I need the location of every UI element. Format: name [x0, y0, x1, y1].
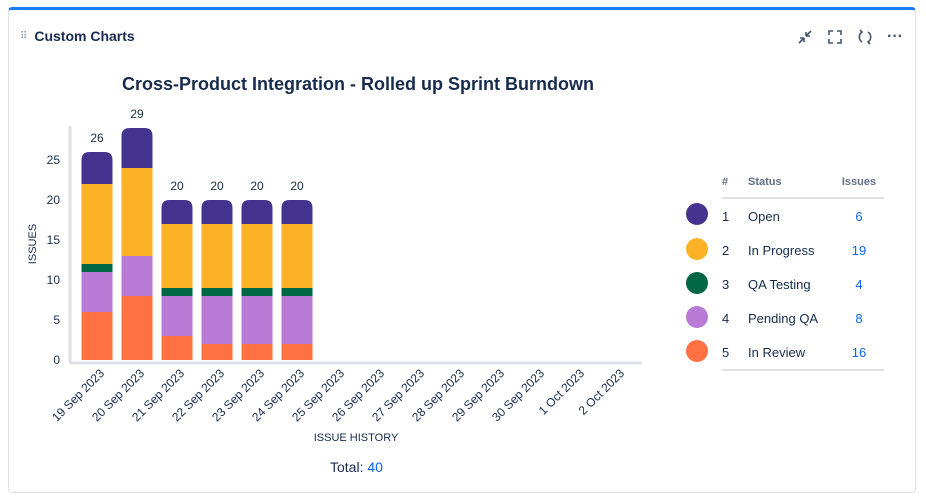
row-status: In Progress — [748, 242, 815, 258]
bar-segment-open[interactable] — [121, 128, 153, 168]
row-number: 1 — [722, 208, 730, 224]
legend-row: 4 Pending QA 8 — [686, 301, 884, 335]
bar-total-label: 26 — [90, 131, 104, 145]
more-icon[interactable]: ··· — [887, 28, 903, 45]
row-number: 4 — [722, 310, 730, 326]
bar-segment-qa-testing[interactable] — [201, 288, 233, 296]
bar-segment-in-review[interactable] — [241, 344, 273, 360]
chart-title: Cross-Product Integration - Rolled up Sp… — [122, 74, 594, 94]
bar-segment-in-progress[interactable] — [201, 224, 233, 288]
status-color-dot — [686, 305, 708, 328]
row-issues[interactable]: 6 — [855, 208, 863, 224]
header-issues: Issues — [834, 175, 884, 199]
widget-actions: ··· — [796, 28, 904, 46]
bar-segment-qa-testing[interactable] — [241, 288, 273, 296]
legend-row: 3 QA Testing 4 — [686, 267, 884, 301]
bar-segment-in-review[interactable] — [81, 312, 113, 360]
row-issues[interactable]: 19 — [851, 242, 867, 258]
y-tick-label: 15 — [47, 233, 61, 247]
status-color-dot — [686, 271, 708, 294]
bar-total-label: 20 — [170, 179, 184, 193]
widget-header: ⠿ Custom Charts — [20, 28, 135, 44]
bar-segment-open[interactable] — [81, 152, 113, 184]
y-axis-label: ISSUES — [27, 224, 39, 264]
drag-handle-icon[interactable]: ⠿ — [20, 30, 27, 42]
row-issues[interactable]: 4 — [855, 276, 863, 292]
row-status: QA Testing — [748, 276, 811, 292]
y-tick-label: 5 — [53, 313, 60, 327]
bar-segment-pending-qa[interactable] — [121, 256, 153, 296]
bar-segment-in-review[interactable] — [121, 296, 153, 360]
bar-total-label: 20 — [210, 179, 224, 193]
y-tick-label: 20 — [47, 193, 61, 207]
bar-segment-in-progress[interactable] — [161, 224, 193, 288]
y-tick-label: 10 — [47, 273, 61, 287]
bar-segment-qa-testing[interactable] — [81, 264, 113, 272]
custom-charts-widget — [8, 7, 916, 493]
row-issues[interactable]: 8 — [855, 310, 863, 326]
header-number: # — [722, 175, 748, 199]
refresh-icon[interactable] — [856, 28, 874, 46]
bar-total-label: 20 — [250, 179, 264, 193]
bar-segment-open[interactable] — [241, 200, 273, 224]
legend-row: 2 In Progress 19 — [686, 233, 884, 267]
total-value[interactable]: 40 — [367, 459, 383, 475]
bar-total-label: 20 — [290, 179, 304, 193]
total: Total: 40 — [330, 459, 383, 475]
header-status: Status — [748, 175, 834, 199]
bar-segment-in-progress[interactable] — [241, 224, 273, 288]
legend-table: # Status Issues 1 Open 6 2 In Progress 1… — [686, 175, 884, 371]
x-axis-label: ISSUE HISTORY — [314, 432, 399, 444]
bar-segment-in-review[interactable] — [201, 344, 233, 360]
bar-segment-pending-qa[interactable] — [161, 296, 193, 336]
status-color-dot — [686, 237, 708, 260]
bar-segment-open[interactable] — [161, 200, 193, 224]
row-number: 3 — [722, 276, 730, 292]
y-tick-label: 0 — [53, 353, 60, 367]
row-status: In Review — [748, 335, 834, 371]
legend-row: 1 Open 6 — [686, 198, 884, 233]
y-tick-label: 25 — [47, 153, 61, 167]
bar-segment-open[interactable] — [281, 200, 313, 224]
bar-segment-qa-testing[interactable] — [161, 288, 193, 296]
row-issues[interactable]: 16 — [834, 335, 884, 371]
status-color-dot — [686, 340, 708, 362]
bar-segment-pending-qa[interactable] — [281, 296, 313, 344]
bar-segment-open[interactable] — [201, 200, 233, 224]
bar-segment-in-review[interactable] — [161, 336, 193, 360]
bar-total-label: 29 — [130, 107, 144, 121]
bar-segment-pending-qa[interactable] — [241, 296, 273, 344]
bar-segment-in-progress[interactable] — [281, 224, 313, 288]
row-number: 5 — [722, 335, 748, 371]
widget-title: Custom Charts — [34, 28, 135, 44]
row-status: Pending QA — [748, 310, 819, 326]
bar-segment-pending-qa[interactable] — [201, 296, 233, 344]
bar-segment-qa-testing[interactable] — [281, 288, 313, 296]
row-number: 2 — [722, 242, 730, 258]
legend-row: 5 In Review 16 — [686, 335, 884, 371]
fullscreen-icon[interactable] — [826, 28, 844, 46]
bar-segment-in-progress[interactable] — [81, 184, 113, 264]
row-status: Open — [748, 208, 780, 224]
bar-segment-in-progress[interactable] — [121, 168, 153, 256]
minimize-icon[interactable] — [796, 28, 814, 46]
bar-segment-pending-qa[interactable] — [81, 272, 113, 312]
bar-segment-in-review[interactable] — [281, 344, 313, 360]
total-label: Total: — [330, 459, 364, 475]
status-color-dot — [686, 203, 708, 225]
